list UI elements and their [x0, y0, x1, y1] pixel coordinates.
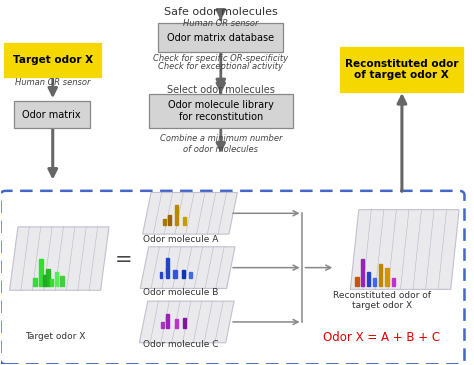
FancyBboxPatch shape	[340, 47, 463, 92]
Bar	[174, 205, 178, 225]
Bar	[160, 272, 163, 278]
Text: Odor X = A + B + C: Odor X = A + B + C	[323, 331, 440, 344]
Text: Odor matrix: Odor matrix	[22, 110, 81, 120]
Text: Select odor molecules: Select odor molecules	[167, 85, 275, 95]
Bar	[168, 215, 171, 225]
Bar	[392, 278, 395, 286]
Bar	[183, 318, 186, 328]
Bar	[39, 258, 43, 286]
Bar	[182, 270, 185, 278]
FancyBboxPatch shape	[14, 101, 90, 128]
Bar	[361, 258, 364, 286]
Bar	[189, 272, 192, 278]
Bar	[164, 219, 166, 225]
Polygon shape	[9, 227, 109, 290]
Polygon shape	[143, 192, 237, 234]
Bar	[44, 275, 46, 286]
FancyBboxPatch shape	[158, 23, 283, 52]
FancyBboxPatch shape	[4, 43, 101, 77]
Text: Odor molecule C: Odor molecule C	[143, 340, 219, 349]
Text: Target odor X: Target odor X	[13, 55, 93, 65]
Bar	[161, 322, 164, 328]
Bar	[374, 278, 376, 286]
Bar	[50, 279, 53, 286]
Bar	[33, 278, 36, 286]
Polygon shape	[140, 247, 235, 288]
Bar	[356, 277, 359, 286]
Bar	[367, 272, 370, 286]
Bar	[55, 272, 58, 286]
Text: Reconstituted odor
of target odor X: Reconstituted odor of target odor X	[345, 58, 458, 80]
Text: =: =	[115, 250, 133, 270]
Text: Odor molecule B: Odor molecule B	[144, 288, 219, 297]
Text: Odor molecule A: Odor molecule A	[144, 235, 219, 244]
Bar	[175, 319, 178, 328]
Bar	[46, 269, 50, 286]
Bar	[166, 314, 169, 328]
Text: Check for specific OR-specificity: Check for specific OR-specificity	[153, 54, 288, 63]
Text: Odor matrix database: Odor matrix database	[167, 32, 274, 43]
Text: Human OR sensor: Human OR sensor	[15, 78, 91, 87]
Polygon shape	[350, 210, 459, 289]
Text: Human OR sensor: Human OR sensor	[183, 19, 258, 28]
Bar	[61, 276, 64, 286]
Text: Target odor X: Target odor X	[25, 331, 85, 341]
Text: Check for exceptional activity: Check for exceptional activity	[158, 62, 283, 71]
Polygon shape	[139, 301, 234, 343]
Bar	[183, 217, 186, 225]
Bar	[385, 268, 389, 286]
Text: Reconstituted odor of
target odor X: Reconstituted odor of target odor X	[333, 291, 431, 310]
Bar	[166, 258, 169, 278]
Bar	[379, 264, 383, 286]
FancyBboxPatch shape	[149, 94, 292, 128]
Bar	[173, 270, 177, 278]
Text: Odor molecule library
for reconstitution: Odor molecule library for reconstitution	[168, 100, 273, 122]
Text: Safe odor molecules: Safe odor molecules	[164, 7, 278, 16]
Text: Combine a minimum number
of odor molecules: Combine a minimum number of odor molecul…	[160, 134, 282, 154]
